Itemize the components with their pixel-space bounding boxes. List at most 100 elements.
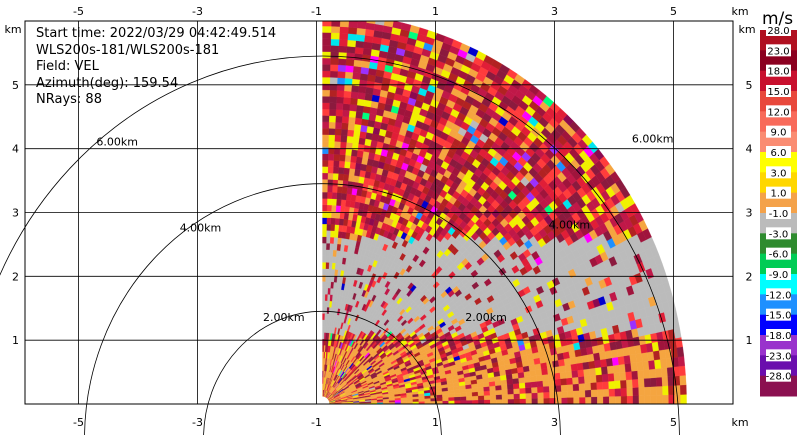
range-gate (332, 185, 338, 193)
range-gate (357, 92, 366, 100)
range-gate (483, 390, 491, 396)
range-gate (656, 385, 663, 396)
range-gate (325, 262, 330, 269)
range-gate (630, 362, 638, 372)
range-gate (507, 388, 514, 395)
range-gate (614, 388, 622, 397)
y-tick-right: 4 (746, 143, 753, 156)
y-tick-right: 3 (746, 207, 753, 220)
range-gate (322, 32, 332, 40)
x-tick-bottom: 1 (432, 416, 439, 429)
range-gate (344, 71, 354, 79)
range-gate (525, 392, 532, 399)
range-gate (322, 108, 330, 116)
range-gate (322, 223, 327, 231)
range-gate (328, 109, 337, 116)
range-gate (496, 399, 503, 404)
range-gate (335, 198, 342, 206)
range-gate (501, 394, 509, 400)
range-gate (329, 77, 338, 85)
range-gate (359, 131, 367, 139)
range-gate (343, 84, 352, 92)
range-gate (331, 14, 340, 21)
range-gate (343, 167, 350, 175)
range-gate (561, 390, 568, 398)
colorbar-label-bg (766, 85, 791, 97)
grid (25, 21, 733, 404)
range-gate (328, 134, 335, 142)
range-gate (343, 90, 352, 98)
range-gate (339, 141, 347, 149)
range-gate (323, 13, 332, 19)
range-gate (460, 396, 467, 401)
range-gate (330, 51, 339, 59)
range-gate (643, 369, 651, 379)
range-gate (489, 385, 496, 391)
range-gate (333, 160, 340, 168)
range-gate (353, 53, 363, 61)
range-gate (674, 384, 681, 395)
range-gate (560, 378, 568, 386)
range-gate (352, 65, 362, 74)
range-gate (322, 64, 331, 72)
x-tick-bottom: 3 (551, 416, 558, 429)
x-tick-top: 3 (551, 5, 558, 18)
range-gate (531, 386, 538, 394)
range-gate (662, 394, 669, 404)
plot-frame (24, 20, 734, 405)
range-gate (649, 368, 657, 379)
range-gate (543, 385, 550, 393)
range-gate (341, 122, 349, 130)
range-gate (322, 51, 331, 59)
range-gate (495, 394, 503, 400)
range-gate (331, 198, 337, 206)
range-gate (530, 381, 538, 388)
range-gate (614, 395, 622, 404)
range-gate (552, 359, 560, 368)
colorbar-label: 23.0 (767, 46, 789, 57)
range-gate (490, 399, 497, 404)
range-gate (356, 27, 366, 36)
range-gate (335, 109, 343, 117)
range-gate (354, 162, 362, 171)
range-gate (322, 38, 331, 46)
range-rings (0, 55, 680, 435)
field-text: Field: VEL (36, 59, 99, 74)
colorbar-label-bg (766, 369, 791, 382)
range-gate (547, 367, 555, 375)
range-gate (620, 395, 628, 404)
colorbar-label: 6.0 (771, 148, 787, 159)
colorbar: 28.0 23.0 18.0 15.0 12.0 9.0 6.0 3.0 1.0 -1.0 -3.0… (760, 24, 797, 397)
range-gate (345, 148, 352, 156)
range-gate (329, 249, 334, 257)
range-gate (611, 356, 620, 366)
range-gate (347, 180, 354, 189)
x-tick-top: -1 (311, 5, 322, 18)
range-gate (333, 153, 340, 161)
range-gate (336, 90, 345, 98)
range-gate (322, 191, 328, 199)
y-unit-right: km (738, 23, 755, 36)
range-gate (595, 366, 603, 376)
range-gate (322, 357, 324, 365)
range-gate (322, 140, 329, 148)
range-gate (331, 262, 336, 270)
colorbar-label: 9.0 (771, 128, 787, 139)
range-gate (337, 179, 344, 187)
range-gate (330, 38, 340, 46)
range-gate (338, 167, 345, 175)
range-gate (648, 359, 656, 370)
range-gate (322, 179, 328, 186)
range-gate (348, 116, 356, 125)
range-gate (465, 392, 473, 397)
range-gate (323, 332, 326, 340)
range-gate (360, 118, 369, 127)
range-gate (322, 287, 326, 295)
range-gate (347, 26, 358, 35)
range-gate (326, 204, 332, 212)
range-gate (331, 204, 337, 212)
range-gate (662, 385, 669, 396)
range-gate (336, 186, 343, 194)
range-ring-label: 4.00km (180, 222, 222, 235)
range-gate (454, 400, 461, 404)
